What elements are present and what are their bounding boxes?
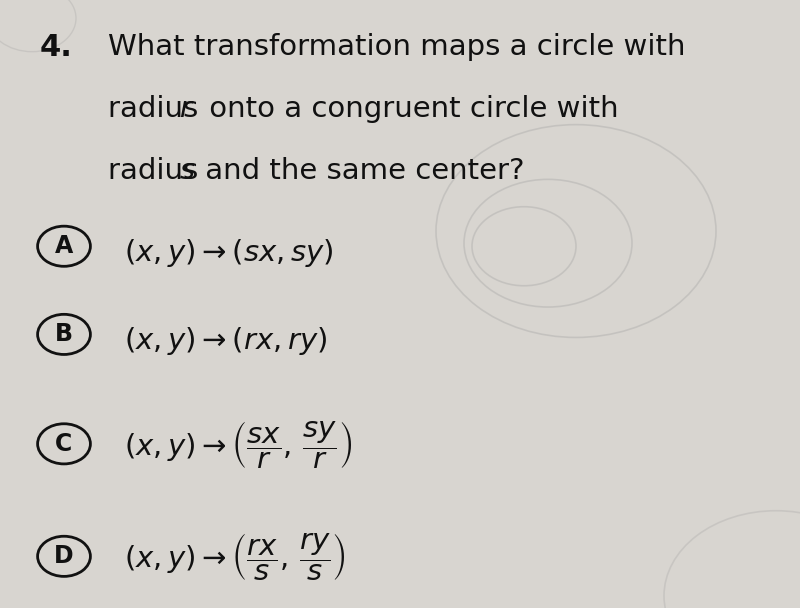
Text: $(x, y) \rightarrow (rx, ry)$: $(x, y) \rightarrow (rx, ry)$ (124, 325, 327, 358)
Text: A: A (55, 234, 73, 258)
Text: What transformation maps a circle with: What transformation maps a circle with (108, 33, 686, 61)
Text: s: s (174, 157, 194, 185)
Text: D: D (54, 544, 74, 568)
Text: radius: radius (108, 157, 207, 185)
Text: $(x, y) \rightarrow (sx, sy)$: $(x, y) \rightarrow (sx, sy)$ (124, 237, 334, 269)
Text: $(x, y) \rightarrow \left(\dfrac{rx}{s},\, \dfrac{ry}{s}\right)$: $(x, y) \rightarrow \left(\dfrac{rx}{s},… (124, 532, 346, 583)
Text: B: B (55, 322, 73, 347)
Text: onto a congruent circle with: onto a congruent circle with (200, 95, 618, 123)
Text: 4.: 4. (40, 33, 73, 63)
Text: $(x, y) \rightarrow \left(\dfrac{sx}{r},\, \dfrac{sy}{r}\right)$: $(x, y) \rightarrow \left(\dfrac{sx}{r},… (124, 420, 352, 471)
Text: r: r (174, 95, 191, 123)
Text: radius: radius (108, 95, 207, 123)
Text: and the same center?: and the same center? (196, 157, 525, 185)
Text: C: C (55, 432, 73, 456)
